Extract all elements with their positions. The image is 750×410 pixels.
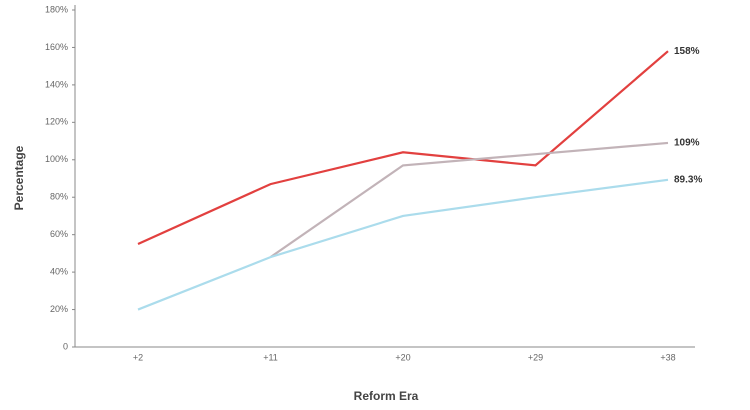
value-label: 89.3% <box>674 174 702 185</box>
x-tick-label: +20 <box>395 352 410 362</box>
x-tick-label: +11 <box>263 352 278 362</box>
y-tick-label: 140% <box>45 79 68 89</box>
y-tick-label: 60% <box>50 229 68 239</box>
x-axis-title: Reform Era <box>354 389 419 403</box>
x-tick-label: +38 <box>660 352 675 362</box>
x-tick-label: +2 <box>133 352 143 362</box>
y-tick-label: 80% <box>50 192 68 202</box>
x-tick-label: +29 <box>528 352 543 362</box>
y-tick-label: 20% <box>50 304 68 314</box>
series-line <box>137 50 669 246</box>
y-axis-title: Percentage <box>12 145 26 210</box>
y-tick-label: 100% <box>45 154 68 164</box>
y-tick-label: 40% <box>50 266 68 276</box>
y-tick-label: 160% <box>45 42 68 52</box>
series-line <box>137 178 669 311</box>
series-line <box>269 141 669 259</box>
y-tick-label: 120% <box>45 117 68 127</box>
value-label: 158% <box>674 46 700 57</box>
value-label: 109% <box>674 138 700 149</box>
y-tick-label: 0 <box>63 341 68 351</box>
y-tick-label: 180% <box>45 4 68 14</box>
